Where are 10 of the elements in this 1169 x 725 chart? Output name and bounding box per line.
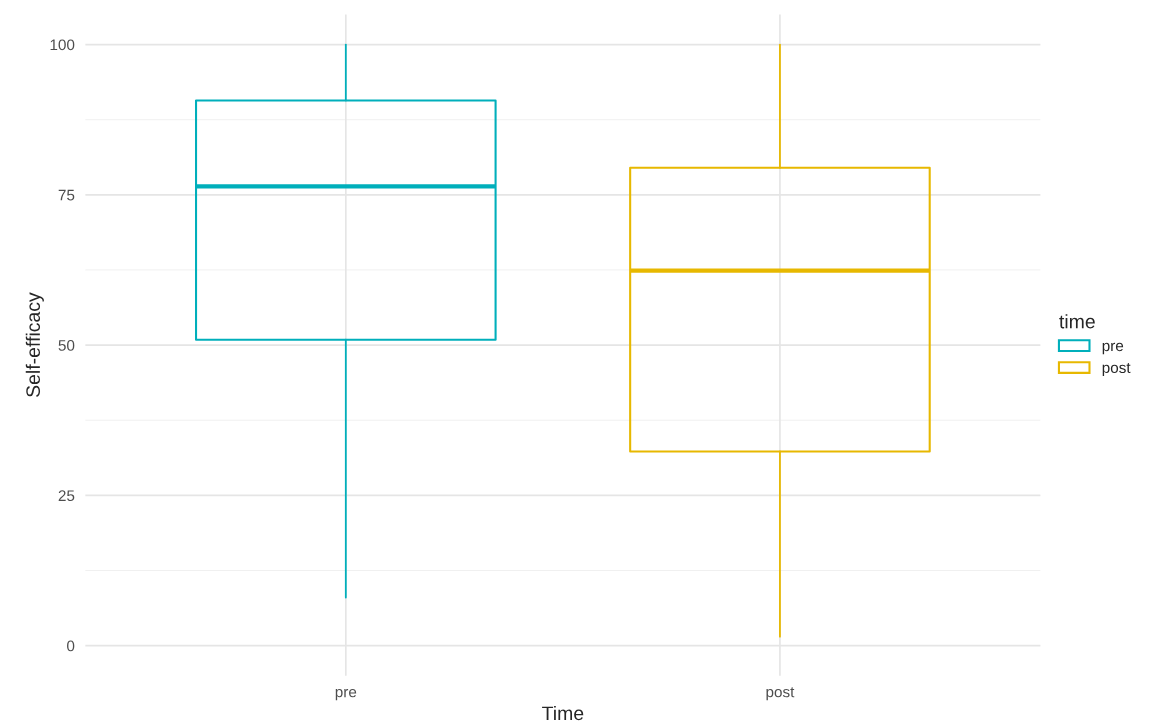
y-tick-label: 25 [58,490,75,502]
y-axis-title: Self-efficacy [25,292,44,397]
y-tick-label: 0 [67,640,75,652]
y-tick-label: 50 [58,339,75,351]
legend-label: post [1102,363,1131,377]
legend-label: pre [1102,342,1124,355]
y-tick-label: 100 [50,39,75,51]
x-axis-title: Time [542,705,584,721]
y-tick-label: 75 [58,189,75,201]
legend-title: time [1059,314,1095,329]
